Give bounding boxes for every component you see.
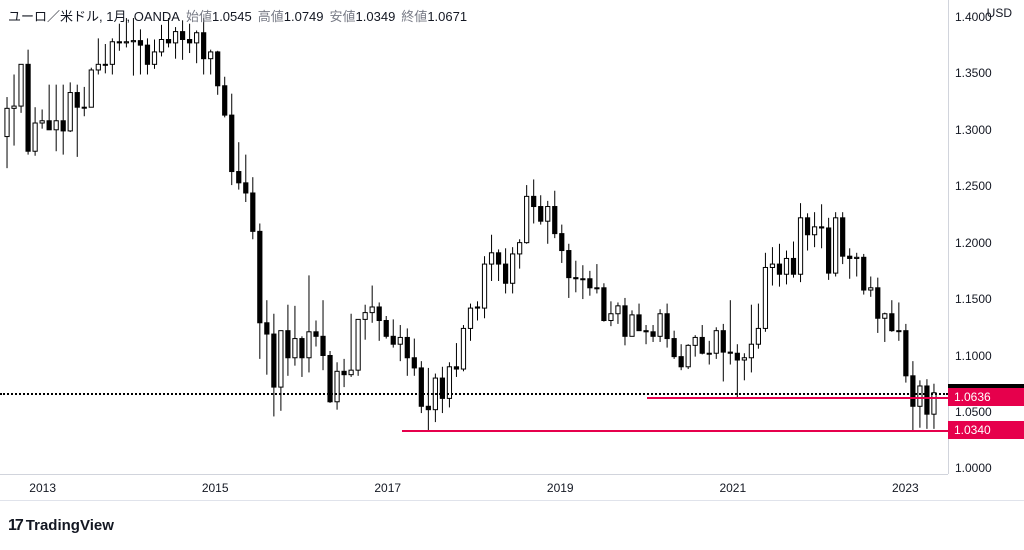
y-tick: 1.3000 [955, 123, 992, 137]
price-line[interactable] [402, 430, 948, 432]
tradingview-icon: ‎17 [8, 517, 22, 535]
x-tick: 2023 [892, 481, 919, 495]
price-line[interactable] [0, 393, 948, 395]
x-tick: 2013 [29, 481, 56, 495]
plot-area[interactable] [0, 0, 948, 474]
ohlc-high: 高値1.0749 [258, 6, 324, 25]
y-tick: 1.3500 [955, 66, 992, 80]
y-tick: 1.1500 [955, 292, 992, 306]
y-tick: 1.0500 [955, 405, 992, 419]
brand-label: TradingView [26, 517, 114, 534]
ohlc-low: 安値1.0349 [330, 6, 396, 25]
x-tick: 2015 [202, 481, 229, 495]
chart-container: ユーロ／米ドル, 1月, OANDA 始値1.0545 高値1.0749 安値1… [0, 0, 1024, 550]
ohlc-open: 始値1.0545 [186, 6, 252, 25]
x-tick: 2019 [547, 481, 574, 495]
tradingview-logo[interactable]: ‎17 TradingView [8, 517, 114, 535]
y-tick: 1.1000 [955, 349, 992, 363]
price-tag: 1.0636 [948, 388, 1024, 406]
ohlc-close: 終値1.0671 [401, 6, 467, 25]
x-axis[interactable]: 2013 2015 2017 2019 2021 2023 [0, 474, 948, 500]
symbol-pair[interactable]: ユーロ／米ドル, 1月, OANDA [8, 6, 180, 25]
y-tick: 1.4000 [955, 10, 992, 24]
x-tick: 2021 [719, 481, 746, 495]
price-tag: 1.0340 [948, 421, 1024, 439]
y-tick: 1.2000 [955, 236, 992, 250]
y-tick: 1.2500 [955, 179, 992, 193]
y-axis[interactable]: USD 1.00001.05001.10001.15001.20001.2500… [948, 0, 1024, 474]
chart-header: ユーロ／米ドル, 1月, OANDA 始値1.0545 高値1.0749 安値1… [8, 6, 467, 25]
y-tick: 1.0000 [955, 461, 992, 475]
candlestick-series [0, 0, 948, 474]
footer: ‎17 TradingView [0, 500, 1024, 550]
x-tick: 2017 [374, 481, 401, 495]
price-line[interactable] [647, 397, 948, 399]
